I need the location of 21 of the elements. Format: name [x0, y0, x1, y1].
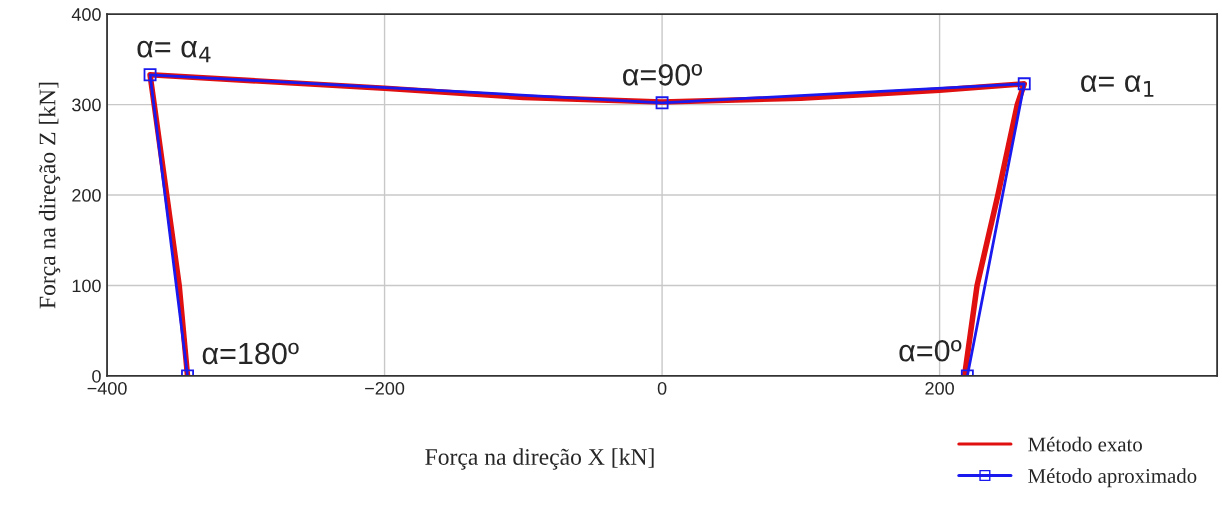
x-tick-label: −400	[87, 381, 127, 395]
legend-label: Método exato	[1028, 436, 1142, 452]
point	[655, 96, 669, 110]
y-tick-label: 100	[72, 279, 101, 293]
point	[1017, 77, 1031, 91]
y-tick-label: 300	[72, 98, 101, 112]
legend-label: Método aproximado	[1028, 468, 1197, 488]
annotation: α= α$_{4}$	[137, 40, 211, 63]
annotation: α=180º	[202, 342, 299, 365]
y-tick-label: 400	[71, 8, 101, 21]
x-axis-title: Força na direção X [kN]	[425, 448, 654, 470]
point	[143, 68, 157, 82]
x-tick-label: −200	[365, 381, 405, 395]
annotation: α=90º	[623, 63, 703, 86]
annotation: α=0º	[899, 339, 962, 362]
y-tick-label: 200	[72, 189, 101, 202]
x-tick-label: 200	[925, 381, 954, 395]
y-tick-label: 0	[92, 369, 101, 383]
x-tick-label: 0	[657, 381, 667, 395]
y-axis-title: Força na direção Z [kN]	[38, 82, 61, 309]
annotation: α= α$_{1}$	[1081, 75, 1154, 97]
